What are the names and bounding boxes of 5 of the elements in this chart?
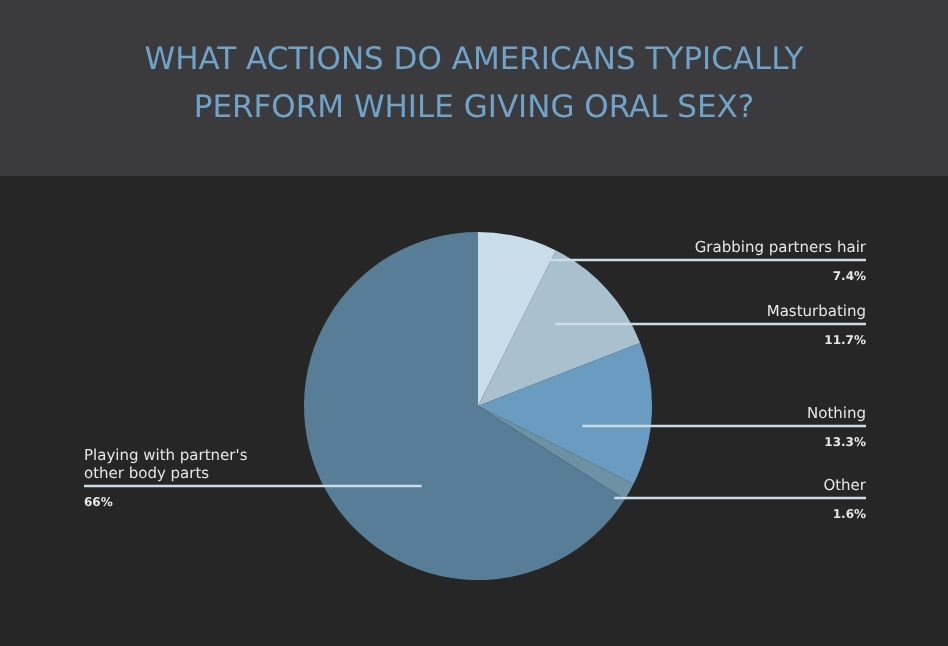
pie-slice	[478, 250, 641, 406]
chart-title: WHAT ACTIONS DO AMERICANS TYPICALLY PERFORM WHILE GIVING ORAL SEX?	[144, 41, 805, 125]
pie-slice	[478, 406, 634, 500]
pie-slice	[304, 232, 625, 580]
pie-slice	[478, 342, 652, 485]
